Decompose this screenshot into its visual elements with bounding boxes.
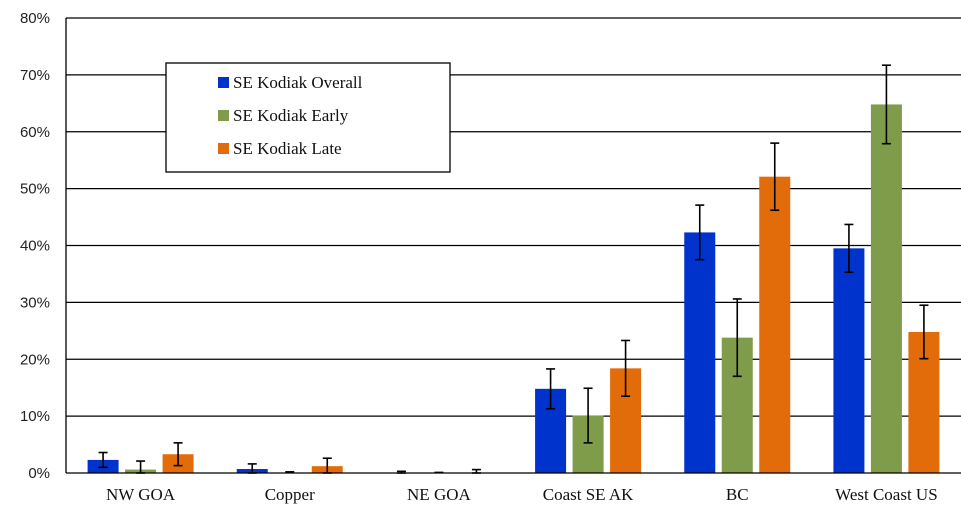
x-category-label: BC [726,485,749,504]
x-category-label: Coast SE AK [543,485,634,504]
bar [833,248,865,473]
legend-swatch [218,77,229,88]
legend-box [165,62,451,173]
y-tick-label: 70% [20,67,50,84]
x-axis: NW GOA Copper NE GOA Coast SE AK BC West Coas… [65,18,961,504]
y-tick-label: 20% [20,351,50,368]
bar [759,176,791,473]
y-tick-label: 40% [20,238,50,255]
x-category-label: West Coast US [835,485,938,504]
bars [87,104,940,473]
legend-label: SE Kodiak Overall [233,73,363,92]
y-tick-label: 30% [20,294,50,311]
x-category-label: Copper [265,485,315,504]
x-category-label: NW GOA [106,485,176,504]
legend-label: SE Kodiak Late [233,139,342,158]
bar [684,232,716,473]
legend-swatch [218,110,229,121]
bar [870,104,902,473]
y-tick-label: 60% [20,124,50,141]
y-axis-tick-labels: 0% 10% 20% 30% 40% 50% 60% 70% 80% [20,10,50,482]
x-category-label: NE GOA [407,485,471,504]
legend-label: SE Kodiak Early [233,106,349,125]
legend-swatch [218,143,229,154]
y-tick-label: 50% [20,181,50,198]
y-tick-label: 0% [28,465,50,482]
legend: SE Kodiak Overall SE Kodiak Early SE Kodia… [165,62,451,173]
y-tick-label: 80% [20,10,50,27]
y-tick-label: 10% [20,408,50,425]
